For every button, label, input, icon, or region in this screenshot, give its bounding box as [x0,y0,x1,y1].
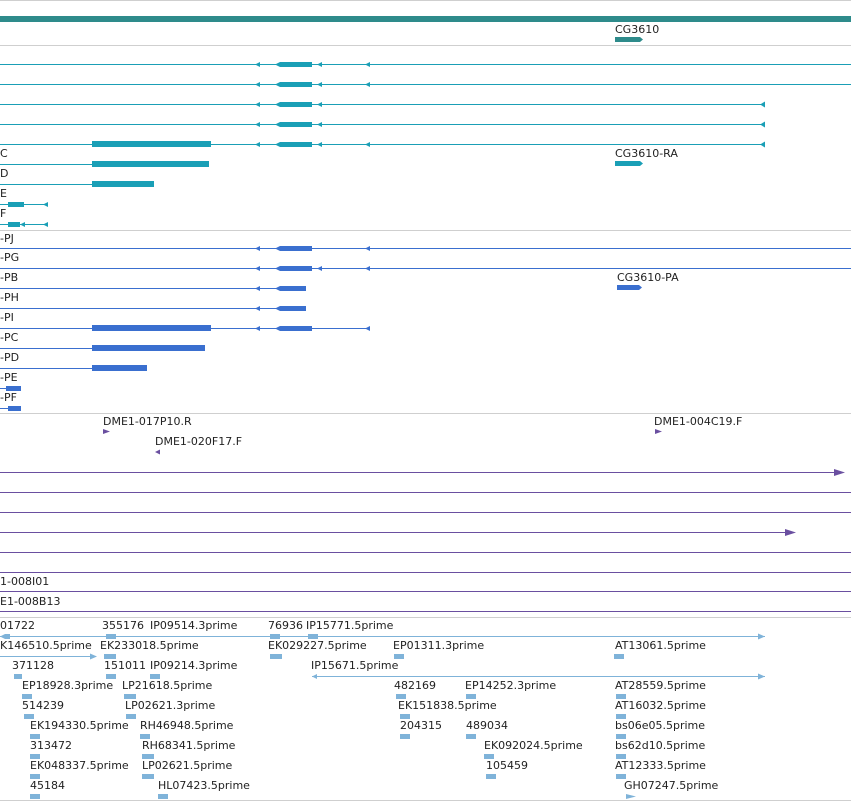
protein-label-pf[interactable]: -PF [0,391,17,404]
est-label[interactable]: RH46948.5prime [140,719,234,732]
protein-label-pc[interactable]: -PC [0,331,19,344]
est-label[interactable]: K146510.5prime [0,639,92,652]
est-label[interactable]: 482169 [394,679,436,692]
est-label[interactable]: EK029227.5prime [268,639,367,652]
est-label[interactable]: EK048337.5prime [30,759,129,772]
est-label[interactable]: AT13061.5prime [615,639,706,652]
gene-track-bar[interactable] [0,16,851,22]
clone-rows[interactable] [0,429,851,612]
transcript-label-e[interactable]: E [0,187,7,200]
est-label[interactable]: IP09214.3prime [150,659,238,672]
est-label[interactable]: bs06e05.5prime [615,719,706,732]
protein-label-pj[interactable]: -PJ [0,232,14,245]
transcript-label-c[interactable]: C [0,147,8,160]
est-rows[interactable] [0,633,765,800]
est-label[interactable]: 105459 [486,759,528,772]
protein-label-pg[interactable]: -PG [0,251,20,264]
clone-label[interactable]: DME1-020F17.F [155,435,243,448]
est-label[interactable]: HL07423.5prime [158,779,250,792]
est-label[interactable]: 204315 [400,719,442,732]
est-label[interactable]: 514239 [22,699,64,712]
est-label[interactable]: RH68341.5prime [142,739,236,752]
protein-label-pb[interactable]: -PB [0,271,19,284]
est-label[interactable]: LP02621.5prime [142,759,233,772]
cg3610-gene-feature[interactable] [615,37,640,42]
transcript-label-f[interactable]: F [0,207,7,220]
est-label[interactable]: LP21618.5prime [122,679,213,692]
est-label[interactable]: EK092024.5prime [484,739,583,752]
est-label[interactable]: 489034 [466,719,508,732]
protein-label-pd[interactable]: -PD [0,351,20,364]
est-label[interactable]: AT28559.5prime [615,679,706,692]
est-label[interactable]: LP02621.3prime [125,699,216,712]
protein-label-ph[interactable]: -PH [0,291,19,304]
est-label[interactable]: EP18928.3prime [22,679,114,692]
est-label[interactable]: IP15671.5prime [311,659,399,672]
est-label[interactable]: IP15771.5prime [306,619,394,632]
est-label[interactable]: 371128 [12,659,54,672]
cyan-transcript-rows[interactable] [0,62,851,227]
transcript-label-d[interactable]: D [0,167,9,180]
est-label[interactable]: bs62d10.5prime [615,739,706,752]
est-label[interactable]: EK233018.5prime [100,639,199,652]
est-label[interactable]: 313472 [30,739,72,752]
gene-label[interactable]: CG3610 [615,23,660,36]
clone-label[interactable]: 1-008I01 [0,575,50,588]
protein-label-pe[interactable]: -PE [0,371,18,384]
est-label[interactable]: 01722 [0,619,35,632]
clone-label[interactable]: DME1-004C19.F [654,415,743,428]
est-label[interactable]: GH07247.5prime [624,779,719,792]
est-label[interactable]: AT12333.5prime [615,759,706,772]
blue-transcript-rows[interactable] [0,246,851,411]
est-label[interactable]: IP09514.3prime [150,619,238,632]
protein-label-pi[interactable]: -PI [0,311,14,324]
est-label[interactable]: EK151838.5prime [398,699,497,712]
clone-label[interactable]: DME1-017P10.R [103,415,192,428]
est-label[interactable]: EP01311.3prime [393,639,485,652]
est-label[interactable]: EP14252.3prime [465,679,557,692]
gene-arrow-icon [640,37,643,42]
est-label[interactable]: 45184 [30,779,65,792]
transcript-label-ra[interactable]: CG3610-RA [615,147,678,160]
clone-label[interactable]: E1-008B13 [0,595,61,608]
est-label[interactable]: EK194330.5prime [30,719,129,732]
protein-label-pa[interactable]: CG3610-PA [617,271,679,284]
est-label[interactable]: 151011 [104,659,146,672]
est-label[interactable]: AT16032.5prime [615,699,706,712]
est-label[interactable]: 76936 [268,619,303,632]
est-label[interactable]: 355176 [102,619,144,632]
